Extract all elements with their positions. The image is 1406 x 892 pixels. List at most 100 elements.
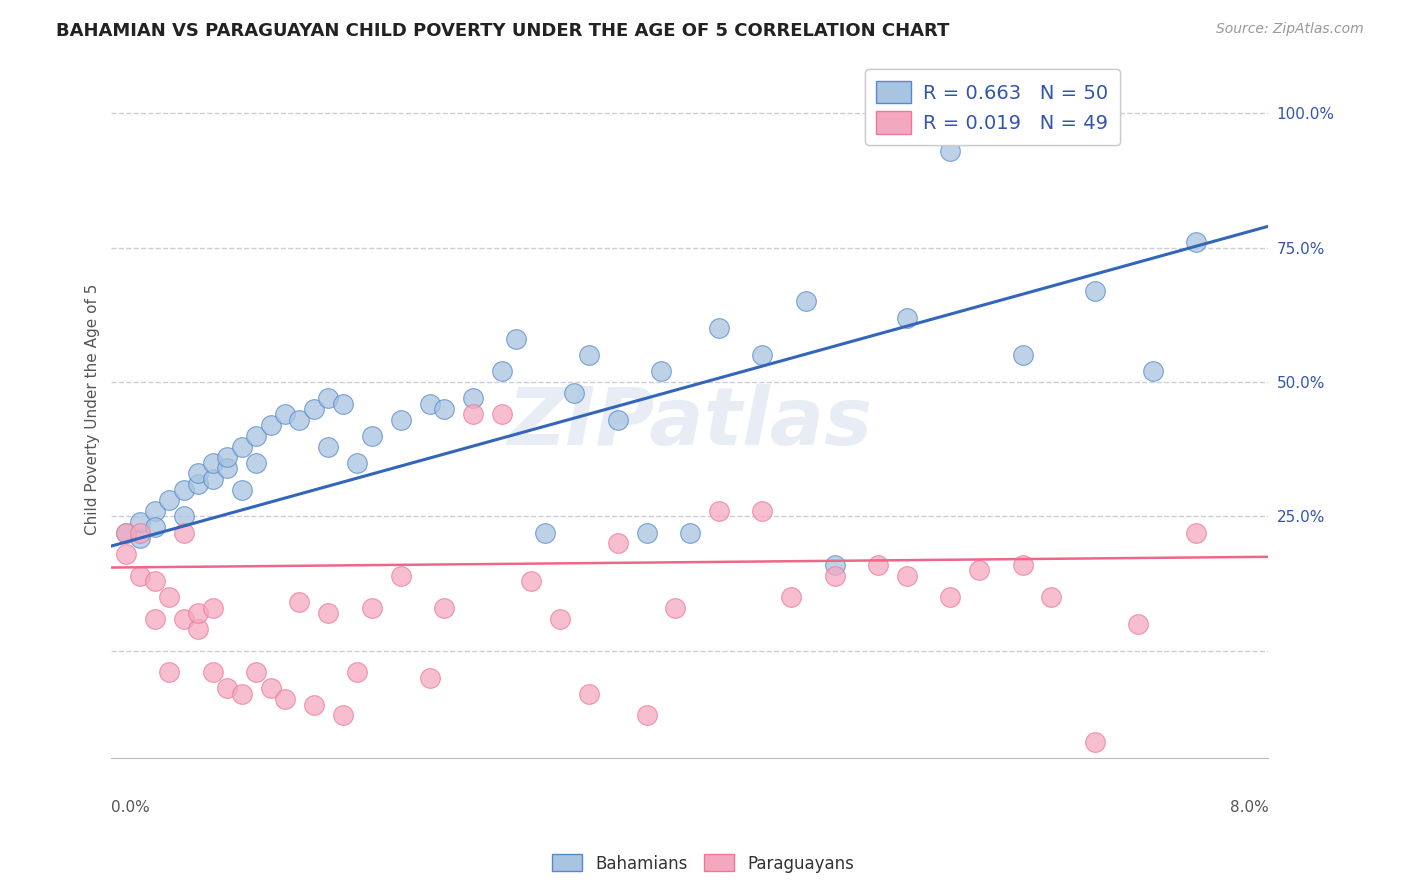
Point [288,413,311,427]
Point [389,413,412,427]
Point [318,606,340,620]
Point [157,493,180,508]
Point [129,525,152,540]
Point [173,509,195,524]
Point [389,568,412,582]
Point [1084,735,1107,749]
Point [288,595,311,609]
Point [578,348,600,362]
Point [259,418,281,433]
Point [1185,525,1208,540]
Point [143,504,166,518]
Point [461,408,484,422]
Point [231,687,253,701]
Point [1084,284,1107,298]
Point [346,665,368,680]
Point [245,456,267,470]
Point [461,391,484,405]
Point [1040,590,1063,604]
Point [780,590,803,604]
Point [143,611,166,625]
Point [115,525,138,540]
Text: 0.0%: 0.0% [111,800,150,815]
Point [201,600,224,615]
Point [173,483,195,497]
Point [217,450,239,465]
Point [360,600,382,615]
Text: 8.0%: 8.0% [1230,800,1268,815]
Text: Source: ZipAtlas.com: Source: ZipAtlas.com [1216,22,1364,37]
Point [157,665,180,680]
Point [1128,617,1150,632]
Point [650,364,672,378]
Legend: R = 0.663   N = 50, R = 0.019   N = 49: R = 0.663 N = 50, R = 0.019 N = 49 [865,70,1119,145]
Point [866,558,889,572]
Point [1011,558,1033,572]
Point [939,144,962,158]
Point [231,483,253,497]
Point [1185,235,1208,250]
Point [896,310,918,325]
Point [505,332,527,346]
Point [1142,364,1164,378]
Point [173,525,195,540]
Point [173,611,195,625]
Point [302,698,325,712]
Point [302,401,325,416]
Text: BAHAMIAN VS PARAGUAYAN CHILD POVERTY UNDER THE AGE OF 5 CORRELATION CHART: BAHAMIAN VS PARAGUAYAN CHILD POVERTY UND… [56,22,949,40]
Point [967,563,990,577]
Point [187,623,209,637]
Point [419,671,441,685]
Point [520,574,543,588]
Point [794,294,817,309]
Point [707,321,730,335]
Point [606,536,628,550]
Point [274,692,297,706]
Point [332,396,354,410]
Point [129,568,152,582]
Point [939,590,962,604]
Point [217,461,239,475]
Point [824,558,846,572]
Legend: Bahamians, Paraguayans: Bahamians, Paraguayans [546,847,860,880]
Point [534,525,557,540]
Point [318,440,340,454]
Point [491,408,513,422]
Point [187,606,209,620]
Point [187,477,209,491]
Point [201,456,224,470]
Point [419,396,441,410]
Point [245,665,267,680]
Point [187,467,209,481]
Point [707,504,730,518]
Point [562,385,585,400]
Point [245,429,267,443]
Point [217,681,239,696]
Point [318,391,340,405]
Point [636,708,658,723]
Point [346,456,368,470]
Point [360,429,382,443]
Point [143,520,166,534]
Point [664,600,686,615]
Point [259,681,281,696]
Text: ZIPatlas: ZIPatlas [508,384,872,462]
Point [129,515,152,529]
Point [824,568,846,582]
Point [433,600,456,615]
Point [751,348,773,362]
Point [274,408,297,422]
Point [143,574,166,588]
Point [201,665,224,680]
Point [679,525,702,540]
Y-axis label: Child Poverty Under the Age of 5: Child Poverty Under the Age of 5 [86,284,100,534]
Point [231,440,253,454]
Point [636,525,658,540]
Point [115,547,138,561]
Point [896,568,918,582]
Point [129,531,152,545]
Point [606,413,628,427]
Point [433,401,456,416]
Point [548,611,571,625]
Point [491,364,513,378]
